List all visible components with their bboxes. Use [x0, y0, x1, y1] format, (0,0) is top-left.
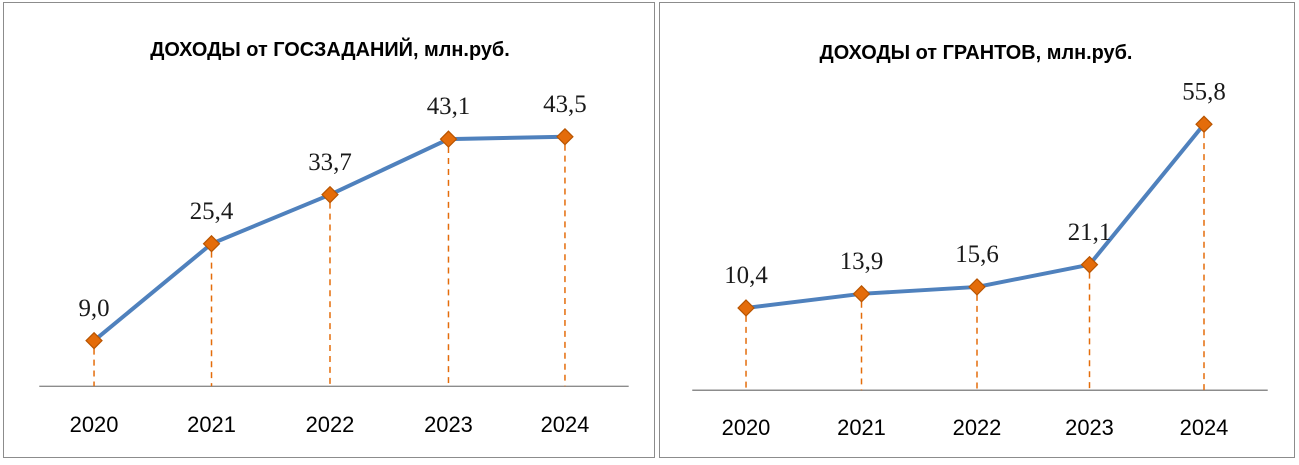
chart-granty-svg: ДОХОДЫ от ГРАНТОВ, млн.руб. 10,4 2020 13,9… — [692, 42, 1268, 440]
data-point-2023 — [439, 130, 458, 148]
x-tick-label-2023: 2023 — [1065, 415, 1114, 440]
x-tick-label-2022: 2022 — [953, 415, 1002, 440]
x-tick-label-2021: 2021 — [187, 412, 236, 437]
data-point-2021 — [852, 285, 871, 303]
x-tick-label-2024: 2024 — [1180, 415, 1229, 440]
data-point-2020 — [85, 331, 103, 350]
x-tick-label-2020: 2020 — [722, 415, 771, 440]
data-point-2020 — [737, 299, 755, 317]
data-label-2020: 10,4 — [724, 262, 768, 289]
data-label-2022: 33,7 — [308, 149, 352, 176]
chart-panel-goszadaniya: ДОХОДЫ от ГОСЗАДАНИЙ, млн.руб. 9,0 2020 25… — [3, 2, 655, 458]
data-label-2022: 15,6 — [955, 241, 999, 268]
x-tick-label-2024: 2024 — [541, 412, 590, 437]
x-tick-label-2022: 2022 — [306, 412, 355, 437]
x-tick-label-2021: 2021 — [837, 415, 886, 440]
data-label-2024: 43,5 — [543, 91, 587, 118]
data-point-2022 — [968, 278, 986, 296]
data-label-2021: 13,9 — [840, 248, 884, 275]
data-label-2020: 9,0 — [78, 295, 109, 322]
x-tick-label-2020: 2020 — [70, 412, 119, 437]
data-point-2021 — [202, 234, 221, 253]
data-point-2023 — [1080, 255, 1099, 274]
data-point-2024 — [1195, 115, 1213, 134]
chart-panel-granty: ДОХОДЫ от ГРАНТОВ, млн.руб. 10,4 2020 13,9… — [659, 2, 1295, 458]
chart-title: ДОХОДЫ от ГОСЗАДАНИЙ, млн.руб. — [150, 37, 510, 61]
data-point-2022 — [321, 185, 339, 204]
data-label-2023: 21,1 — [1068, 219, 1112, 246]
chart-goszadaniya-svg: ДОХОДЫ от ГОСЗАДАНИЙ, млн.руб. 9,0 2020 25… — [39, 37, 629, 437]
chart-title: ДОХОДЫ от ГРАНТОВ, млн.руб. — [820, 42, 1133, 64]
data-point-2024 — [556, 127, 574, 146]
data-label-2023: 43,1 — [427, 93, 471, 120]
data-label-2021: 25,4 — [190, 198, 234, 225]
data-label-2024: 55,8 — [1182, 78, 1226, 105]
x-tick-label-2023: 2023 — [424, 412, 473, 437]
